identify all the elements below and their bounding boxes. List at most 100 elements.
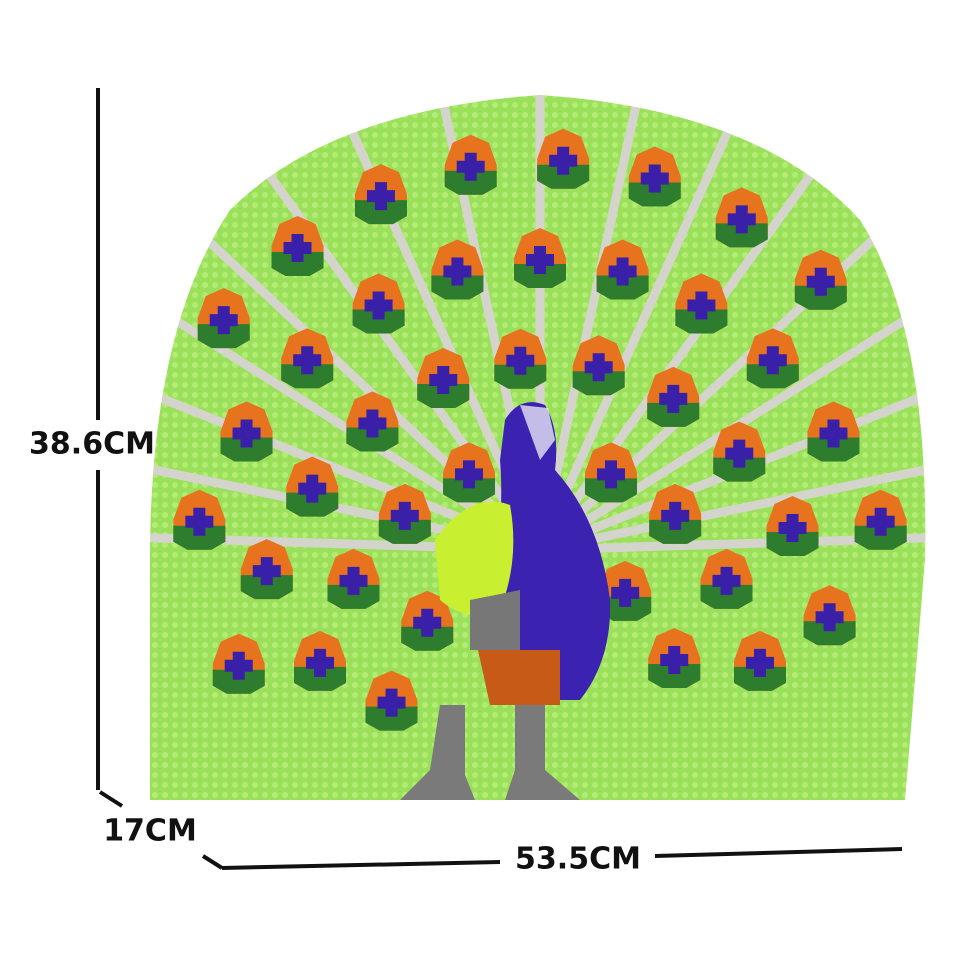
- eye-spot-green: [514, 264, 566, 288]
- eye-spot: [271, 216, 324, 277]
- eye-spot-green: [327, 584, 380, 609]
- eye-spot-blue: [608, 257, 637, 286]
- eye-spot-blue: [443, 257, 472, 286]
- eye-spot: [647, 366, 700, 427]
- eye-spot-green: [444, 170, 497, 195]
- eye-spot-green: [173, 525, 226, 550]
- eye-spot: [417, 347, 470, 408]
- eye-spot-blue: [866, 507, 895, 536]
- eye-spot-green: [746, 364, 799, 389]
- eye-spot: [537, 128, 590, 189]
- eye-spot-blue: [339, 566, 368, 595]
- eye-spot-blue: [819, 419, 848, 448]
- eye-spot: [354, 164, 407, 225]
- eye-spot-blue: [377, 688, 406, 717]
- eye-spot: [514, 228, 566, 288]
- depth-line: [98, 790, 124, 808]
- height-label: 38.6CM: [29, 427, 155, 462]
- eye-spot: [444, 134, 497, 195]
- peacock-wing-grey: [470, 590, 520, 650]
- eye-spot-blue: [209, 306, 238, 335]
- eye-spot-blue: [366, 182, 395, 211]
- eye-spot-green: [807, 437, 860, 462]
- eye-spot-blue: [687, 291, 716, 320]
- eye-spot-green: [584, 478, 637, 503]
- eye-spot-blue: [549, 146, 578, 175]
- eye-spot: [365, 670, 418, 731]
- eye-spot-green: [700, 584, 753, 609]
- dimension-annotations: 38.6CM 17CM 53.5CM: [29, 88, 903, 877]
- eye-spot-blue: [429, 365, 458, 394]
- eye-spot: [281, 328, 334, 389]
- eye-spot: [286, 456, 339, 517]
- eye-spot: [401, 590, 454, 651]
- eye-spot: [628, 146, 681, 207]
- eye-spot: [700, 548, 753, 609]
- eye-spot-blue: [660, 646, 689, 674]
- depth-line: [201, 854, 224, 870]
- feather-shaft: [537, 133, 926, 554]
- eye-spot: [443, 442, 496, 503]
- eye-spot-blue: [806, 267, 835, 296]
- eye-spot-blue: [815, 603, 844, 632]
- eye-spot-green: [286, 492, 339, 517]
- eye-spot: [220, 401, 273, 462]
- eye-spot-blue: [640, 164, 669, 193]
- eye-spot-green: [281, 364, 334, 389]
- eye-spot: [649, 483, 702, 544]
- eye-spot-green: [733, 666, 786, 691]
- eye-spot: [173, 489, 226, 550]
- feather-shaft: [535, 95, 698, 551]
- eye-spot-green: [220, 437, 273, 462]
- feather-shaft: [539, 520, 926, 555]
- peacock-leg-left: [400, 705, 475, 800]
- eye-spot-blue: [661, 501, 690, 530]
- eye-spot-green: [212, 669, 265, 694]
- eye-spot: [352, 273, 405, 334]
- eye-spot-green: [431, 275, 484, 300]
- eye-spot-blue: [413, 608, 442, 637]
- eye-spot: [766, 495, 819, 556]
- peacock-model: [150, 95, 926, 800]
- feather-shaft: [535, 95, 844, 552]
- eye-spot-green: [715, 223, 768, 248]
- eye-spot-green: [346, 427, 399, 452]
- eye-spot: [733, 630, 786, 691]
- eye-spot-blue: [364, 291, 393, 320]
- eye-spot-green: [648, 664, 701, 688]
- eye-spot-blue: [298, 474, 327, 503]
- eye-spot-blue: [727, 205, 756, 234]
- eye-spot-blue: [659, 384, 688, 413]
- eye-spot-green: [766, 531, 819, 556]
- eye-spot-blue: [778, 513, 807, 542]
- eye-spot: [794, 249, 847, 310]
- feather-shaft: [150, 520, 541, 555]
- peacock-leg-right: [505, 705, 580, 800]
- eye-spot-green: [713, 457, 766, 482]
- eye-spot-blue: [358, 409, 387, 438]
- eye-spot: [596, 239, 649, 300]
- eye-spot-green: [417, 383, 470, 408]
- eye-spot-green: [675, 309, 728, 334]
- eye-spot: [599, 560, 652, 621]
- eye-spot: [675, 273, 728, 334]
- eye-spot-green: [271, 252, 324, 277]
- eye-spot: [807, 401, 860, 462]
- eye-spot-green: [572, 371, 625, 396]
- eye-spot-green: [803, 621, 856, 646]
- eye-spot-green: [537, 164, 590, 189]
- eye-spot: [648, 628, 701, 688]
- peacock-face: [520, 405, 555, 460]
- eye-spot: [197, 288, 250, 349]
- eye-spot-blue: [596, 460, 625, 489]
- eye-spot-green: [494, 364, 547, 389]
- eye-spot: [327, 548, 380, 609]
- eye-spot-blue: [506, 346, 535, 375]
- eye-spot-blue: [456, 152, 485, 181]
- eye-spot-blue: [725, 439, 754, 468]
- eye-spot: [494, 328, 547, 389]
- eye-spot-green: [647, 402, 700, 427]
- width-line: [221, 860, 501, 870]
- eye-spot-green: [854, 525, 907, 550]
